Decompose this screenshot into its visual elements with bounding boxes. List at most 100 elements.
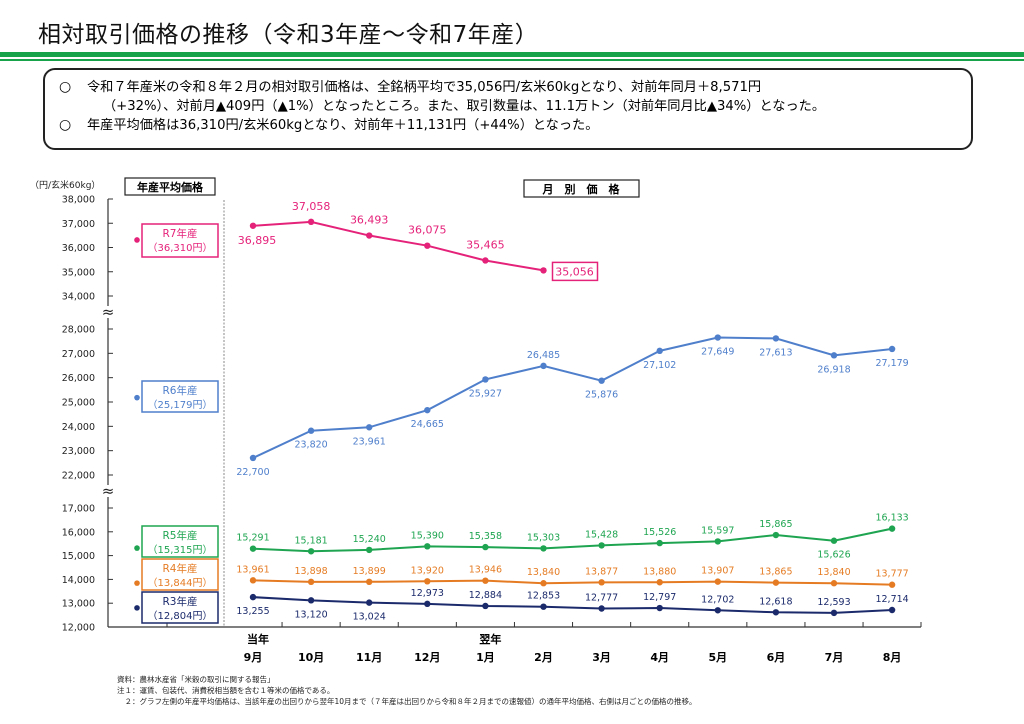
page-title: 相対取引価格の推移（令和3年産～令和7年産） <box>38 22 539 48</box>
annual-avg-value: （36,310円） <box>148 242 213 254</box>
series-line <box>252 336 893 459</box>
right-panel-label: 月 別 価 格 <box>542 182 621 196</box>
data-point <box>598 605 605 612</box>
y-tick-label: 25,000 <box>62 398 95 409</box>
data-point <box>888 581 896 588</box>
data-point <box>249 454 257 462</box>
data-point <box>366 232 373 239</box>
data-point <box>714 607 721 614</box>
axis-break-icon: ≈ <box>102 303 115 321</box>
data-point <box>482 376 489 383</box>
annual-avg-box <box>141 380 219 413</box>
annual-avg-series-name: R5年産 <box>163 529 198 542</box>
data-label: 13,840 <box>817 567 850 578</box>
data-label: 13,120 <box>294 609 327 620</box>
data-label: 25,927 <box>469 388 502 399</box>
annual-avg-box <box>141 558 219 591</box>
annual-avg-box <box>141 223 219 258</box>
x-tick-label: 11月 <box>356 651 382 664</box>
data-point <box>888 345 896 353</box>
x-tick-label: 2月 <box>534 651 553 664</box>
data-label: 12,797 <box>643 592 676 603</box>
series-line <box>252 220 544 272</box>
x-tick-label: 10月 <box>298 651 324 664</box>
data-point <box>714 578 721 585</box>
title-underline-thick <box>0 52 1024 57</box>
data-label: 15,626 <box>817 550 850 561</box>
data-point <box>540 545 547 552</box>
summary-item-2: ○ 年産平均価格は36,310円/玄米60kgとなり、対前年＋11,131円（+… <box>45 116 971 135</box>
x-year-label: 当年 <box>247 632 269 646</box>
data-label: 26,485 <box>527 350 560 361</box>
footer-note-1: 注１：運賃、包装代、消費税相当額を含む１等米の価格である。 <box>117 686 335 695</box>
annual-avg-box <box>141 525 219 558</box>
data-point <box>772 579 780 586</box>
data-point <box>540 267 547 274</box>
x-tick-label: 1月 <box>476 651 495 664</box>
annual-avg-box <box>141 591 219 624</box>
summary-box: ○ 令和７年産米の令和８年２月の相対取引価格は、全銘柄平均で35,056円/玄米… <box>43 68 973 150</box>
footer-note-2: ２：グラフ左側の年産平均価格は、当該年産の出回りから翌年10月まで（７年産は出回… <box>117 697 697 706</box>
data-point <box>888 525 896 532</box>
data-label: 15,597 <box>701 525 734 536</box>
axis-break-mask <box>102 485 116 497</box>
y-tick-label: 23,000 <box>62 446 95 457</box>
data-point <box>424 578 431 585</box>
y-tick-label: 13,000 <box>62 599 95 610</box>
x-tick-label: 7月 <box>825 651 844 664</box>
data-point <box>656 604 663 612</box>
data-label: 23,820 <box>294 440 327 451</box>
annual-avg-series-name: R7年産 <box>163 227 198 240</box>
x-year-label: 翌年 <box>479 632 501 646</box>
data-label: 26,918 <box>817 364 850 375</box>
right-panel-label-box <box>523 179 640 198</box>
data-point <box>307 427 315 434</box>
data-label: 12,714 <box>875 594 908 605</box>
data-label: 13,946 <box>469 565 502 576</box>
data-label: 25,876 <box>585 390 618 401</box>
y-tick-label: 16,000 <box>62 527 95 538</box>
data-point <box>249 222 257 229</box>
axis-break-mask <box>102 306 116 318</box>
data-point <box>366 424 373 431</box>
annual-avg-series-name: R4年産 <box>163 562 198 575</box>
data-point <box>307 548 315 555</box>
data-label: 15,291 <box>236 533 269 544</box>
data-label: 35,465 <box>466 238 505 251</box>
data-label: 13,777 <box>875 569 908 580</box>
data-point <box>656 347 663 355</box>
data-point <box>424 406 431 414</box>
data-label: 27,613 <box>759 347 792 358</box>
axis-break-icon: ≈ <box>102 482 115 500</box>
data-point <box>249 593 257 601</box>
annual-avg-dot <box>134 545 140 551</box>
data-label: 13,880 <box>643 566 676 577</box>
data-point <box>598 377 605 384</box>
data-point <box>656 539 663 547</box>
data-point <box>366 599 373 606</box>
data-label: 15,390 <box>411 530 444 541</box>
y-tick-label: 36,000 <box>62 243 95 254</box>
data-point <box>656 579 663 586</box>
title-underline-thin <box>0 59 1024 61</box>
annual-avg-dot <box>134 237 140 243</box>
data-label: 16,133 <box>875 513 908 524</box>
data-label: 27,649 <box>701 347 734 358</box>
annual-avg-value: （13,844円） <box>148 577 213 589</box>
y-tick-label: 35,000 <box>62 267 95 278</box>
data-point <box>424 543 431 550</box>
data-point <box>540 603 547 610</box>
data-label: 13,877 <box>585 566 618 577</box>
data-point <box>249 577 257 584</box>
data-label: 24,665 <box>411 419 444 430</box>
bullet-icon: ○ <box>59 117 72 133</box>
data-label: 12,884 <box>469 590 502 601</box>
data-label: 13,899 <box>353 566 386 577</box>
data-label: 13,024 <box>353 612 386 623</box>
data-point <box>249 545 257 552</box>
data-point <box>366 546 373 554</box>
data-point <box>714 334 721 341</box>
data-point <box>424 600 431 608</box>
y-tick-label: 17,000 <box>62 504 95 515</box>
y-axis-title: （円/玄米60kg） <box>30 179 100 191</box>
